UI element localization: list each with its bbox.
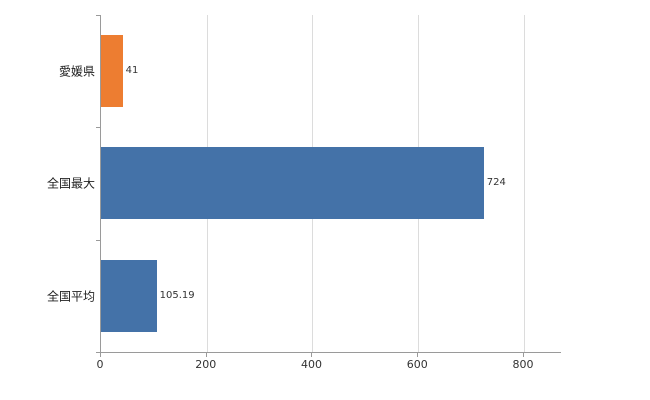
y-axis-tick-mark — [96, 127, 100, 129]
x-axis-tick-label: 200 — [195, 358, 217, 371]
value-label: 724 — [486, 177, 506, 189]
category-label: 愛媛県 — [58, 64, 95, 79]
plot-area: 愛媛県 41 全国最大 724 全国平均 105.19 — [47, 15, 561, 353]
x-axis-tick-label: 0 — [96, 358, 104, 371]
bar-row: 全国平均 105.19 — [47, 240, 561, 352]
x-axis-tick-mark — [311, 353, 313, 357]
bar-1 — [101, 35, 123, 108]
gridline-x-800 — [523, 15, 525, 352]
x-axis-tick-mark — [205, 353, 207, 357]
x-axis-tick-mark — [417, 353, 419, 357]
bar-row: 全国最大 724 — [47, 127, 561, 239]
x-axis-tick-mark — [522, 353, 524, 357]
y-axis-tick-mark — [96, 352, 100, 353]
bar-2 — [101, 147, 484, 220]
y-axis-tick-mark — [96, 239, 100, 241]
x-axis-tick-label: 400 — [300, 358, 322, 371]
category-label: 全国最大 — [46, 176, 95, 191]
x-axis-tick-label: 800 — [512, 358, 534, 371]
value-label: 41 — [125, 65, 139, 77]
bar-row: 愛媛県 41 — [59, 15, 561, 127]
y-axis-tick-mark — [96, 15, 100, 16]
bar-3 — [101, 259, 157, 332]
category-label: 全国平均 — [46, 289, 95, 304]
x-axis-tick-label: 600 — [406, 358, 428, 371]
x-axis-tick-mark — [100, 353, 101, 357]
value-label: 105.19 — [159, 289, 195, 301]
